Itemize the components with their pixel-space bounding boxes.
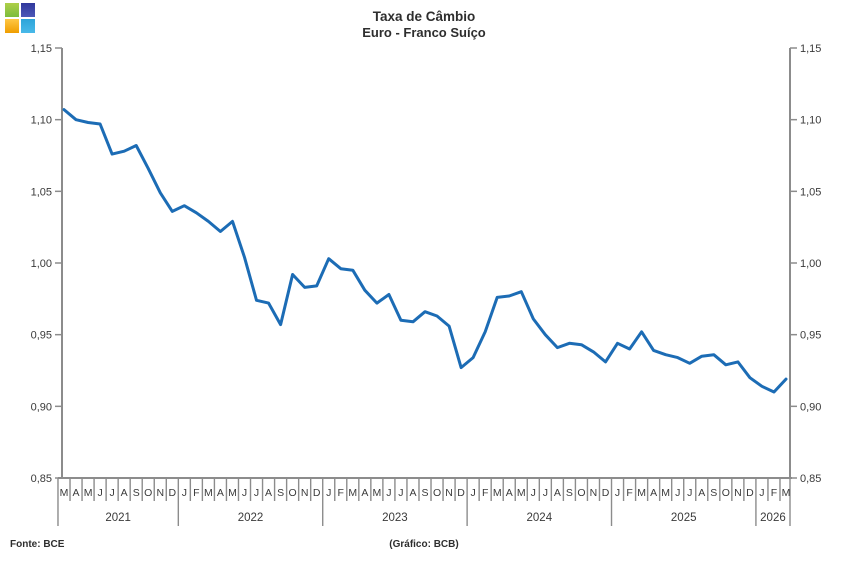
y-tick-label-right: 0,90 <box>800 401 821 413</box>
month-label: J <box>471 487 476 499</box>
month-label: S <box>421 487 428 499</box>
eur-chf-series-line <box>62 108 788 394</box>
axes <box>57 48 792 479</box>
y-ticks <box>55 47 797 479</box>
month-label: N <box>445 487 453 499</box>
month-label: O <box>289 487 297 499</box>
month-label: J <box>531 487 536 499</box>
month-label: S <box>710 487 717 499</box>
y-tick-label-right: 1,05 <box>800 186 821 198</box>
chart-title: Taxa de Câmbio <box>372 9 476 24</box>
month-label: J <box>110 487 115 499</box>
month-separators <box>57 478 791 526</box>
bcb-sgs-logo <box>5 3 35 33</box>
month-label: S <box>566 487 573 499</box>
month-label: A <box>73 487 80 499</box>
y-tick-label-left: 0,90 <box>31 401 52 413</box>
month-label: J <box>242 487 247 499</box>
year-label: 2021 <box>105 512 131 524</box>
month-label: A <box>121 487 128 499</box>
month-label: J <box>543 487 548 499</box>
y-tick-label-right: 0,85 <box>800 473 821 485</box>
month-label: A <box>554 487 561 499</box>
month-label: O <box>433 487 441 499</box>
y-tick-label-left: 1,10 <box>31 115 52 127</box>
month-label: A <box>265 487 272 499</box>
y-tick-label-right: 0,95 <box>800 330 821 342</box>
month-label: J <box>615 487 620 499</box>
month-label: D <box>313 487 321 499</box>
month-label: A <box>409 487 416 499</box>
month-label: D <box>169 487 177 499</box>
month-label: J <box>97 487 102 499</box>
month-label: D <box>457 487 465 499</box>
year-label: 2025 <box>671 512 697 524</box>
month-label: M <box>348 487 357 499</box>
month-label: D <box>602 487 610 499</box>
month-label: N <box>301 487 309 499</box>
month-label: M <box>228 487 237 499</box>
month-label: J <box>675 487 680 499</box>
logo-square-orange-icon <box>5 19 19 33</box>
month-label: F <box>193 487 199 499</box>
month-label: M <box>60 487 69 499</box>
month-label: M <box>782 487 791 499</box>
logo-square-lightblue-icon <box>21 19 35 33</box>
year-label: 2023 <box>382 512 408 524</box>
month-label: N <box>590 487 598 499</box>
y-tick-label-left: 1,15 <box>31 43 52 55</box>
logo-square-blue-icon <box>21 3 35 17</box>
year-label: 2026 <box>760 512 786 524</box>
y-tick-label-right: 1,00 <box>800 258 821 270</box>
month-label: F <box>482 487 488 499</box>
month-label: N <box>734 487 742 499</box>
month-label: F <box>771 487 777 499</box>
credit-text: (Gráfico: BCB) <box>389 539 459 550</box>
month-label: J <box>398 487 403 499</box>
y-tick-label-right: 1,15 <box>800 43 821 55</box>
month-label: F <box>338 487 344 499</box>
y-tick-label-left: 1,05 <box>31 186 52 198</box>
month-label: J <box>687 487 692 499</box>
month-label: M <box>517 487 526 499</box>
month-label: O <box>577 487 585 499</box>
logo-square-green-icon <box>5 3 19 17</box>
month-label: M <box>84 487 93 499</box>
y-tick-label-right: 1,10 <box>800 115 821 127</box>
y-tick-label-left: 0,95 <box>31 330 52 342</box>
year-labels: 2021 2022 2023 2024 2025 2026 <box>105 512 785 524</box>
month-label: M <box>493 487 502 499</box>
month-label: S <box>133 487 140 499</box>
month-label: D <box>746 487 754 499</box>
month-label: N <box>156 487 164 499</box>
month-label: J <box>254 487 259 499</box>
chart-title-block: Taxa de Câmbio Euro - Franco Suíço <box>0 9 848 40</box>
month-label: A <box>506 487 513 499</box>
month-label: J <box>386 487 391 499</box>
month-label: F <box>626 487 632 499</box>
month-label: M <box>372 487 381 499</box>
month-label: M <box>661 487 670 499</box>
y-tick-labels: 1,15 1,15 1,10 1,10 1,05 1,05 1,00 1,00 0,95 0,95… <box>31 43 822 485</box>
year-label: 2024 <box>527 512 553 524</box>
year-label: 2022 <box>238 512 264 524</box>
month-label: O <box>144 487 152 499</box>
y-tick-label-left: 0,85 <box>31 473 52 485</box>
month-label: O <box>722 487 730 499</box>
source-text: Fonte: BCE <box>10 539 65 550</box>
chart-subtitle: Euro - Franco Suíço <box>362 25 486 40</box>
month-label: J <box>182 487 187 499</box>
month-label: M <box>637 487 646 499</box>
month-label: A <box>361 487 368 499</box>
month-label: J <box>326 487 331 499</box>
month-label: S <box>277 487 284 499</box>
month-label: M <box>204 487 213 499</box>
month-label: A <box>217 487 224 499</box>
month-label: A <box>650 487 657 499</box>
month-label: A <box>698 487 705 499</box>
month-label: J <box>759 487 764 499</box>
y-tick-label-left: 1,00 <box>31 258 52 270</box>
